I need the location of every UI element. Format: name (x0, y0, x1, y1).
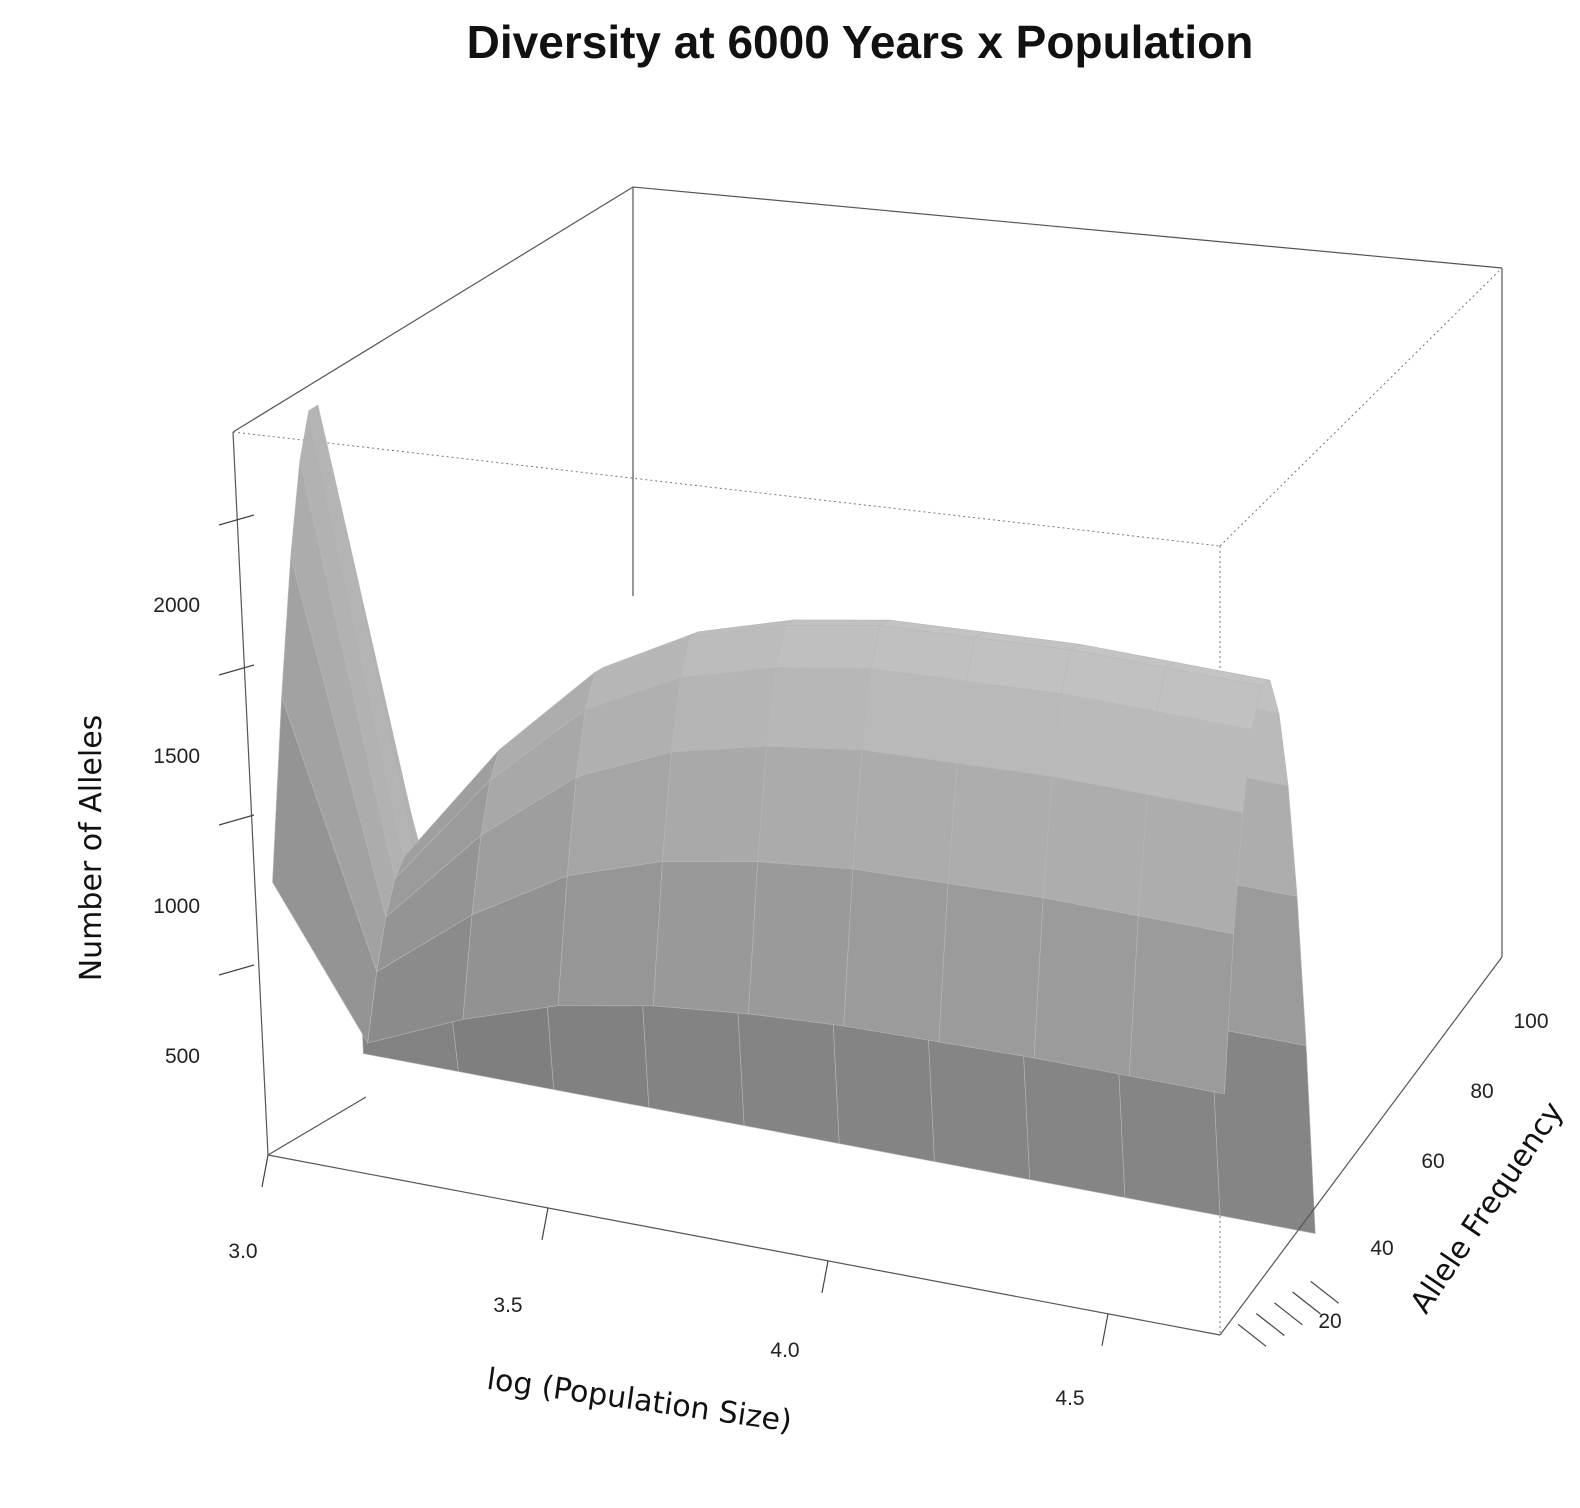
box-edge-back-top-right (632, 186, 1503, 269)
surface-facet (766, 667, 872, 751)
x-tick (821, 1260, 829, 1294)
surface-facet (1033, 897, 1139, 1077)
surface-facet (557, 861, 663, 1007)
z-tick (218, 964, 255, 976)
box-edge-left-vertical (232, 431, 269, 1156)
box-edge-front-top (232, 431, 1221, 547)
y-axis-label: Allele Frequency (1404, 1096, 1571, 1320)
y-tick (1255, 1313, 1285, 1336)
y-tick-label: 40 (1370, 1237, 1393, 1260)
surface-facet (947, 762, 1053, 899)
surface-facet (938, 883, 1044, 1059)
plot-box-back (232, 186, 1503, 1156)
y-tick-label: 100 (1513, 1010, 1548, 1033)
y-tick-label: 60 (1421, 1150, 1444, 1173)
y-tick-label: 20 (1318, 1310, 1341, 1333)
x-tick-label: 4.5 (1055, 1387, 1084, 1410)
surface-facet (748, 861, 854, 1027)
box-edge-back-top-left (232, 186, 634, 433)
x-axis-line (267, 1154, 1221, 1336)
surface-facet (783, 619, 891, 626)
surface-facet (1138, 794, 1244, 935)
surface-facet (757, 745, 863, 870)
y-tick (1292, 1291, 1321, 1315)
chart-title: Diversity at 6000 Years x Population (467, 16, 1254, 68)
y-tick-labels: 20 40 60 80 100 (1318, 1010, 1548, 1333)
x-axis-label: log (Population Size) (485, 1362, 794, 1439)
y-tick-label: 80 (1470, 1080, 1493, 1103)
y-axis-line (1219, 956, 1503, 1336)
surface-facet (861, 668, 967, 764)
y-tick (1237, 1323, 1267, 1347)
y-tick (1310, 1280, 1340, 1304)
surface-facet (1128, 915, 1234, 1095)
x-tick-label: 3.0 (228, 1240, 257, 1263)
surface-facet (652, 861, 758, 1015)
x-tick (1101, 1313, 1109, 1346)
axis-ticks (218, 514, 1340, 1347)
y-tick (1274, 1302, 1303, 1326)
surface-facet (671, 667, 777, 753)
z-tick-labels: 500 1000 1500 2000 (153, 594, 200, 1068)
z-tick-label: 500 (165, 1045, 200, 1068)
x-tick (541, 1207, 549, 1241)
x-tick-labels: 3.0 3.5 4.0 4.5 (228, 1240, 1084, 1410)
plot-box-front (267, 956, 1503, 1336)
z-tick (218, 814, 255, 826)
x-tick-label: 3.5 (493, 1294, 522, 1317)
z-tick-label: 1000 (153, 895, 200, 918)
x-tick-label: 4.0 (770, 1339, 799, 1362)
z-tick (218, 664, 255, 676)
surface-facet (775, 625, 881, 670)
z-tick (218, 514, 255, 526)
surface-facet (1042, 776, 1148, 917)
z-tick-label: 1500 (153, 745, 200, 768)
z-axis-label: Number of Alleles (74, 715, 109, 982)
z-tick-label: 2000 (153, 594, 200, 617)
surface-plot (272, 404, 1316, 1234)
box-edge-front-top-right (1219, 267, 1503, 547)
x-tick (261, 1154, 269, 1188)
surface-facet (852, 749, 958, 884)
surface-facet (956, 680, 1062, 777)
surface-facet (843, 868, 949, 1043)
box-edge-floor-left (267, 1096, 367, 1156)
surface-facet (662, 745, 768, 863)
